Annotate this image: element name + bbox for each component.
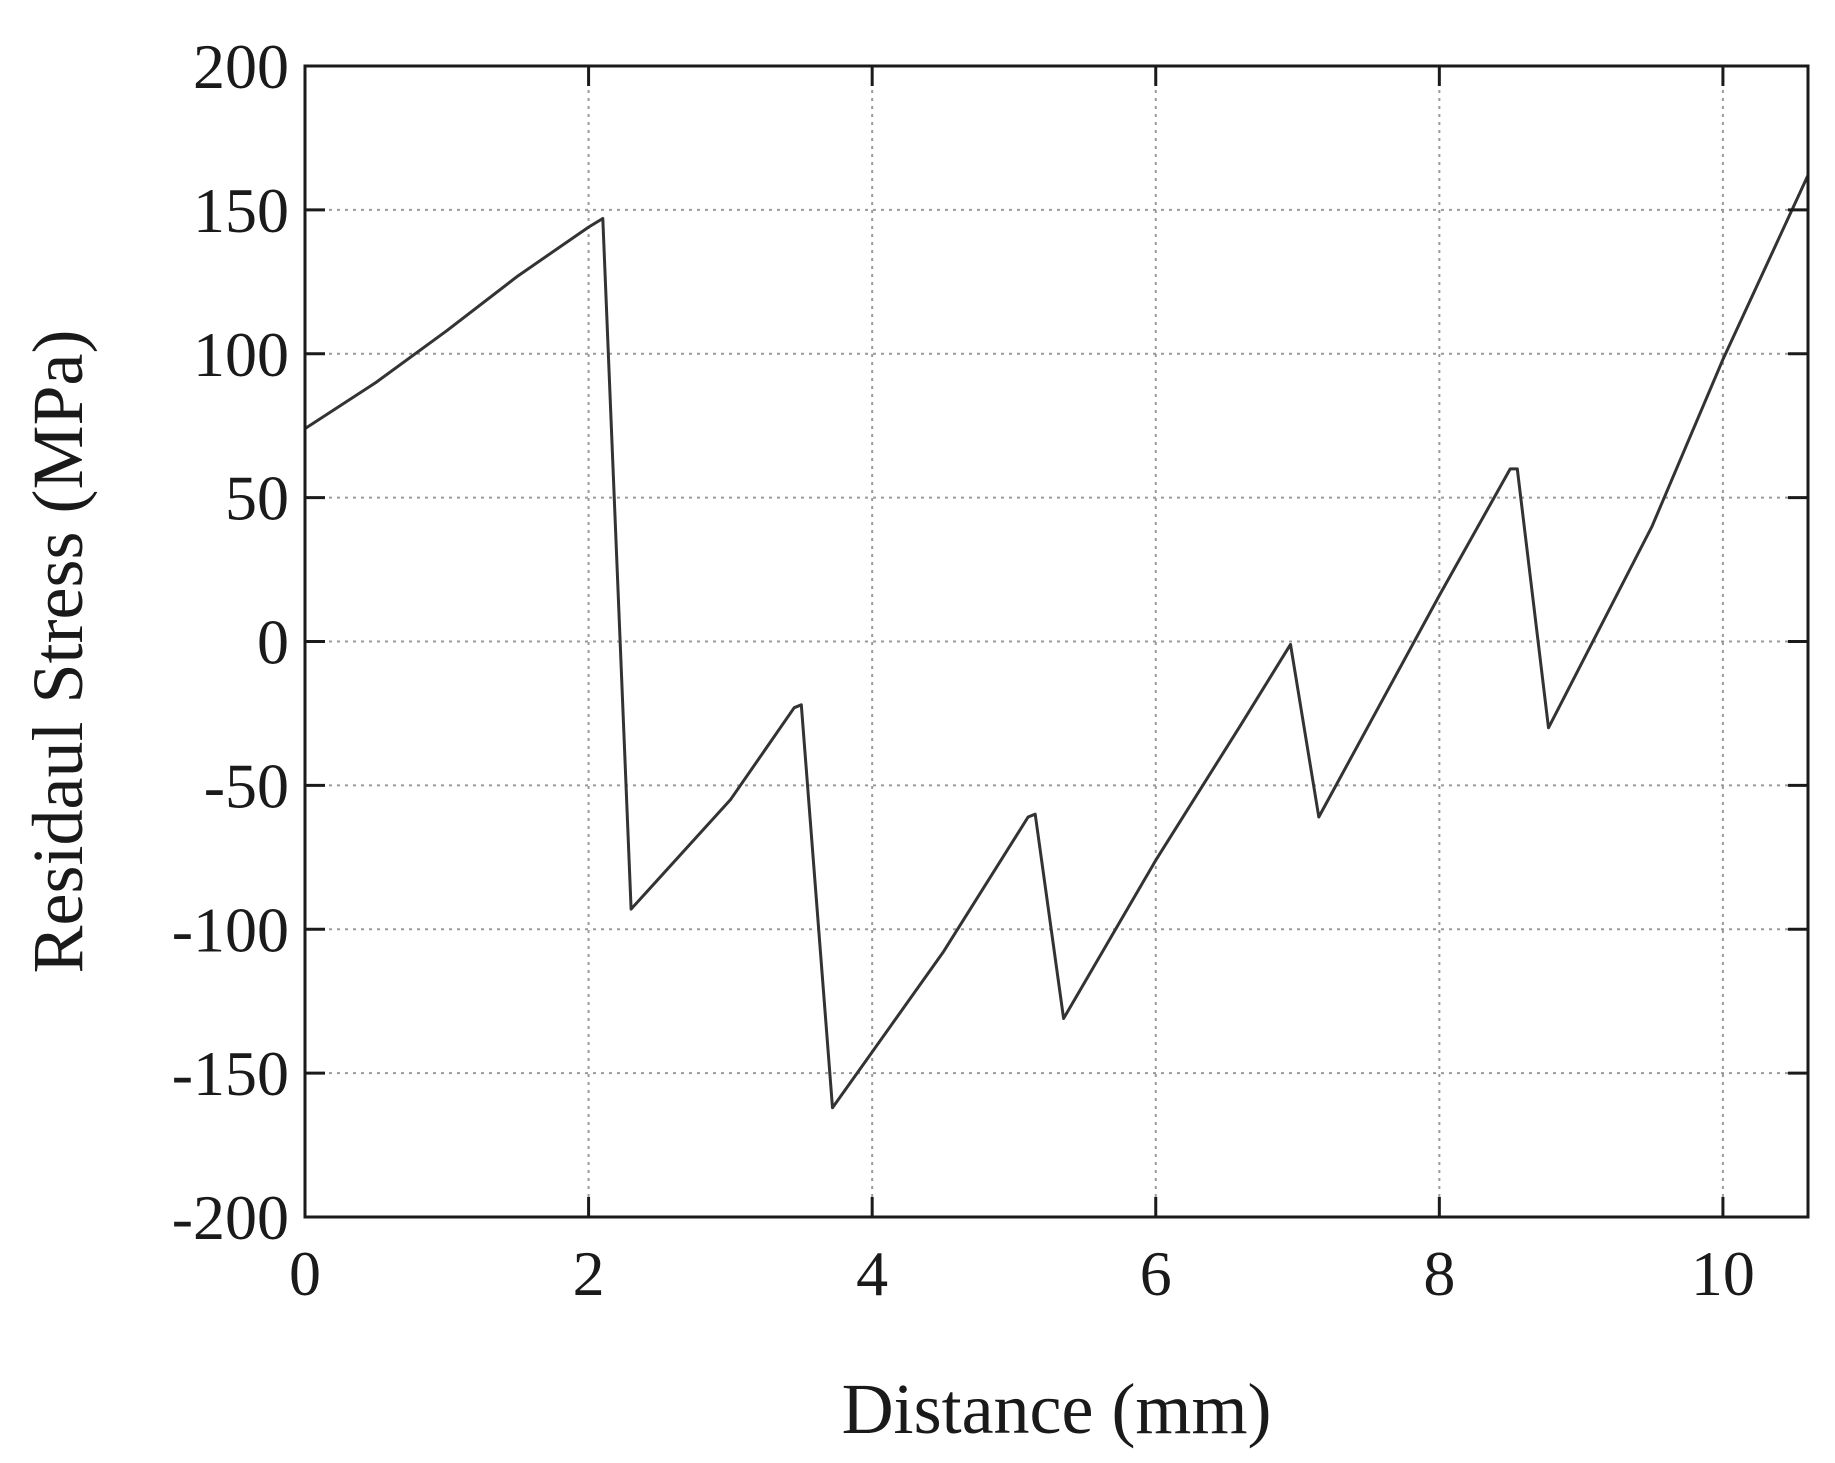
x-tick-label: 4	[856, 1238, 888, 1309]
x-tick-label: 8	[1423, 1238, 1455, 1309]
x-tick-label: 0	[289, 1238, 321, 1309]
grid-layer	[305, 66, 1808, 1217]
x-axis-title: Distance (mm)	[842, 1369, 1272, 1449]
series-line-0	[304, 174, 1810, 1110]
y-tick-label: 150	[193, 175, 289, 246]
y-tick-label: -150	[172, 1038, 289, 1109]
y-tick-label: 200	[193, 31, 289, 102]
y-tick-label: 100	[193, 319, 289, 390]
series-layer	[304, 174, 1810, 1110]
y-tick-label: -50	[204, 750, 289, 821]
y-tick-label: -100	[172, 894, 289, 965]
tick-label-layer: 0 2 4 6 8 10 -200 -150 -100 -50 0 50 100 150 200	[172, 31, 1755, 1309]
tick-layer	[303, 64, 1808, 1219]
y-axis-title: Residaul Stress (MPa)	[18, 330, 98, 974]
y-tick-label: 50	[225, 463, 289, 534]
x-tick-label: 2	[573, 1238, 605, 1309]
y-tick-label: -200	[172, 1182, 289, 1253]
x-tick-label: 6	[1140, 1238, 1172, 1309]
x-tick-label: 10	[1691, 1238, 1755, 1309]
y-tick-label: 0	[257, 607, 289, 678]
